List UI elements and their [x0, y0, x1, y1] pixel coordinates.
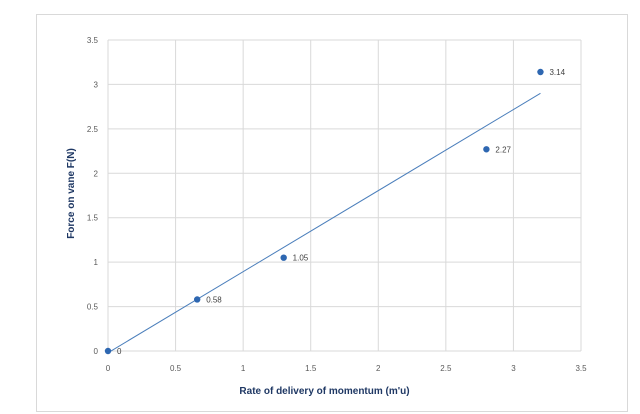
y-tick-label: 2: [94, 169, 99, 178]
data-label: 2.27: [495, 145, 511, 154]
x-tick-label: 3.5: [575, 364, 587, 373]
x-axis-title: Rate of delivery of momentum (m'u): [239, 386, 409, 397]
data-point: [280, 254, 287, 261]
chart-frame: [36, 14, 628, 412]
linear-trendline: [107, 92, 541, 354]
y-tick-label: 0: [94, 347, 99, 356]
trendline-layer: [107, 92, 541, 354]
tick-labels: 0 0.5 1 1.5 2 2.5 3 3.5 0 0.5 1 1.5 2 2.5 3 3.5: [87, 36, 587, 373]
data-label: 0.58: [206, 295, 222, 304]
grid-lines: [107, 39, 582, 352]
x-tick-label: 2: [376, 364, 381, 373]
y-tick-label: 2.5: [87, 125, 99, 134]
x-tick-label: 1.5: [305, 364, 317, 373]
y-tick-label: 3.5: [87, 36, 99, 45]
data-label: 0: [117, 347, 122, 356]
y-tick-label: 0.5: [87, 303, 99, 312]
x-tick-label: 1: [241, 364, 246, 373]
data-points: 0 0.58 1.05 2.27 3.14: [104, 68, 566, 356]
y-tick-label: 3: [94, 80, 99, 89]
data-point: [537, 68, 544, 76]
x-tick-label: 2.5: [440, 364, 452, 373]
data-point: [104, 347, 112, 355]
x-tick-label: 0: [106, 364, 111, 373]
data-label: 1.05: [293, 254, 309, 263]
data-label: 3.14: [549, 68, 565, 77]
x-tick-label: 0.5: [170, 364, 182, 373]
data-point: [193, 296, 201, 303]
x-tick-label: 3: [511, 364, 516, 373]
data-point: [483, 146, 490, 153]
y-axis-title: Force on vane F(N): [66, 148, 77, 239]
y-tick-label: 1: [94, 258, 99, 267]
y-tick-label: 1.5: [87, 214, 99, 223]
